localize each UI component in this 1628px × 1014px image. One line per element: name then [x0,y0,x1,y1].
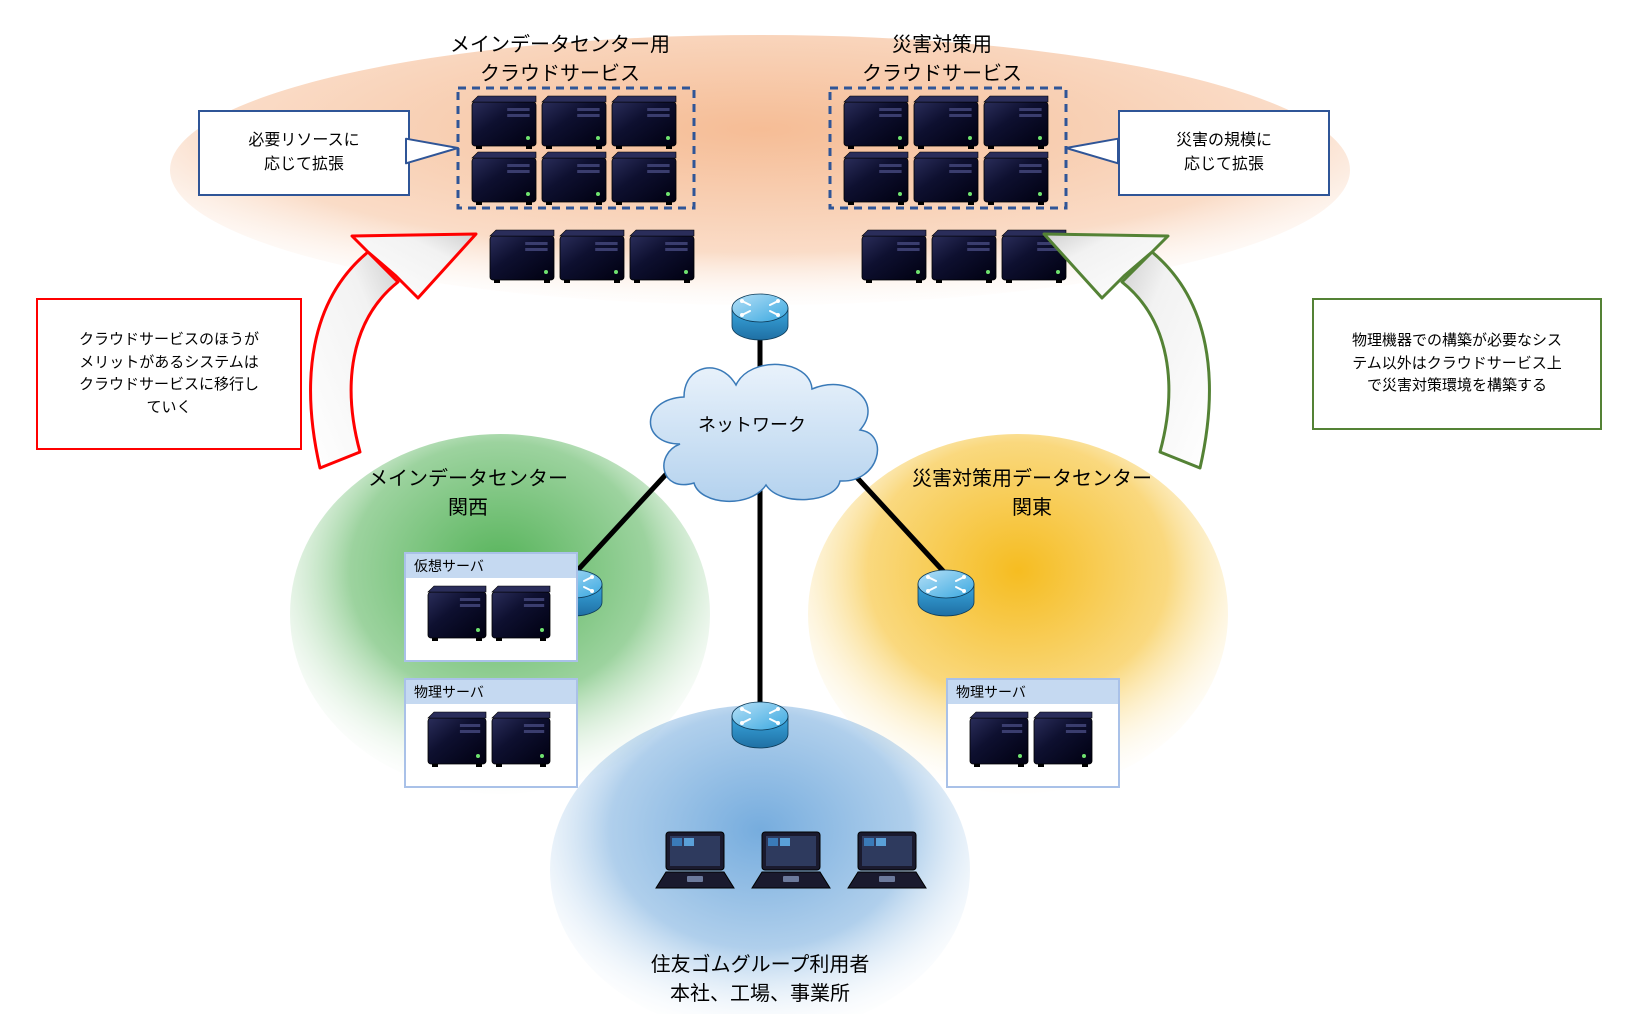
title-dr-dc-line-0: 災害対策用データセンター [912,462,1152,491]
callout-build-dr-on-cloud-line-2: で災害対策環境を構築する [1352,375,1562,398]
callout-migrate-to-cloud-line-1: メリットがあるシステムは [79,352,259,375]
title-dr-cloud-line-0: 災害対策用 [862,28,1022,57]
server-box-physical_r: 物理サーバ [946,678,1120,788]
server-box-title: 物理サーバ [948,680,1118,704]
title-main-dc-cloud: メインデータセンター用クラウドサービス [450,28,670,86]
callout-expand-left-line-0: 必要リソースに [248,129,359,153]
title-dr-dc-line-1: 関東 [912,491,1152,520]
title-dr-dc: 災害対策用データセンター関東 [912,462,1152,520]
title-users-line-1: 本社、工場、事業所 [651,977,870,1006]
title-users-line-0: 住友ゴムグループ利用者 [651,948,870,977]
callout-build-dr-on-cloud-line-1: テム以外はクラウドサービス上 [1352,353,1562,376]
callout-migrate-to-cloud-line-0: クラウドサービスのほうが [79,329,259,352]
title-main-dc: メインデータセンター関西 [368,462,568,520]
title-users: 住友ゴムグループ利用者本社、工場、事業所 [651,948,870,1006]
server-box-virtual: 仮想サーバ [404,552,578,662]
server-box-title: 仮想サーバ [406,554,576,578]
title-main-dc-cloud-line-1: クラウドサービス [450,57,670,86]
callout-migrate-to-cloud-line-2: クラウドサービスに移行し [79,374,259,397]
title-main-dc-line-0: メインデータセンター [368,462,568,491]
callout-expand-left-line-1: 応じて拡張 [248,153,359,177]
server-box-physical_l: 物理サーバ [404,678,578,788]
callout-expand-right: 災害の規模に応じて拡張 [1118,110,1330,196]
callout-migrate-to-cloud: クラウドサービスのほうがメリットがあるシステムはクラウドサービスに移行していく [36,298,302,450]
title-main-dc-line-1: 関西 [368,491,568,520]
title-dr-cloud-line-1: クラウドサービス [862,57,1022,86]
title-main-dc-cloud-line-0: メインデータセンター用 [450,28,670,57]
title-dr-cloud: 災害対策用クラウドサービス [862,28,1022,86]
callout-build-dr-on-cloud: 物理機器での構築が必要なシステム以外はクラウドサービス上で災害対策環境を構築する [1312,298,1602,430]
callout-build-dr-on-cloud-line-0: 物理機器での構築が必要なシス [1352,330,1562,353]
server-box-title: 物理サーバ [406,680,576,704]
callout-migrate-to-cloud-line-3: ていく [79,397,259,420]
callout-expand-right-line-1: 応じて拡張 [1176,153,1272,177]
label-network: ネットワーク [698,411,806,437]
callout-expand-left: 必要リソースに応じて拡張 [198,110,410,196]
callout-expand-right-line-0: 災害の規模に [1176,129,1272,153]
